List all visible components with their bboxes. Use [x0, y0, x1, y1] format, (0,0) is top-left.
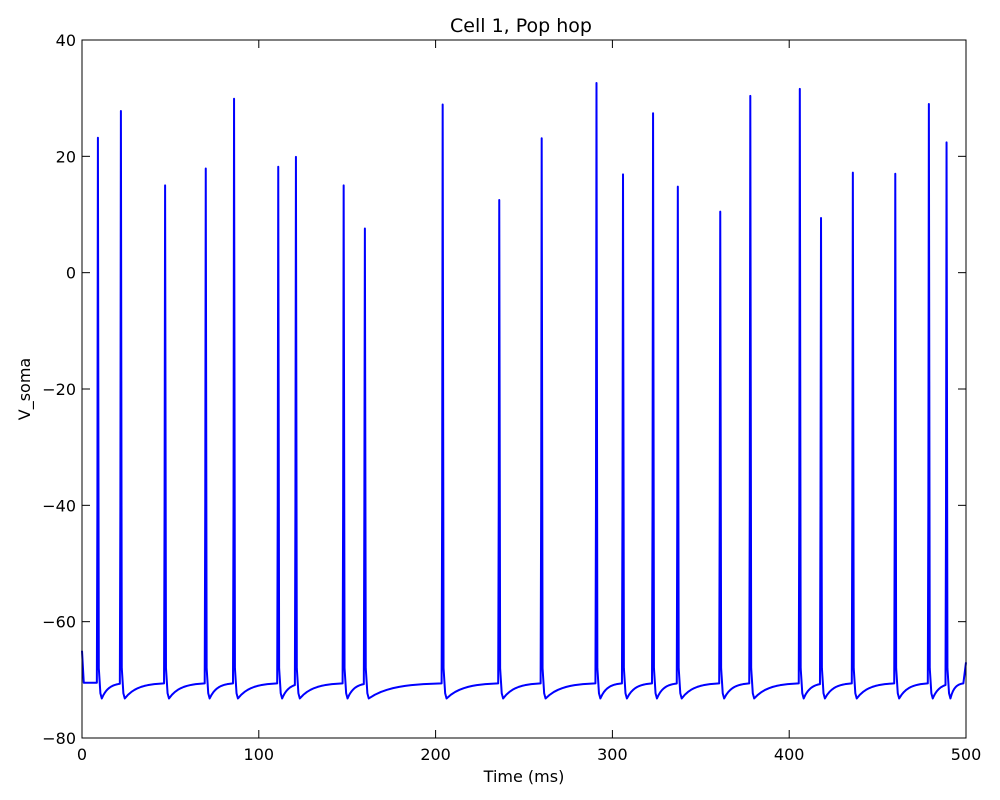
y-tick-label-0: −80 — [42, 729, 76, 748]
x-axis-label: Time (ms) — [483, 767, 565, 786]
x-tick-label-1: 100 — [244, 745, 275, 764]
y-tick-label-4: 0 — [66, 264, 76, 283]
chart-title: Cell 1, Pop hop — [450, 15, 592, 37]
y-tick-label-6: 40 — [56, 31, 76, 50]
y-tick-label-1: −60 — [42, 613, 76, 632]
y-tick-label-3: −20 — [42, 380, 76, 399]
y-tick-label-5: 20 — [56, 147, 76, 166]
trace-layer — [81, 82, 967, 700]
x-tick-label-0: 0 — [77, 745, 87, 764]
voltage-trace-line — [81, 82, 967, 700]
y-tick-label-2: −40 — [42, 496, 76, 515]
y-axis-label: V_soma — [15, 358, 35, 420]
x-tick-label-2: 200 — [420, 745, 451, 764]
x-tick-label-3: 300 — [597, 745, 628, 764]
x-tick-label-5: 500 — [951, 745, 982, 764]
ticks-layer: 0 100 200 300 400 500 −80 −60 −40 −20 0 20 40 — [42, 31, 981, 764]
x-tick-label-4: 400 — [774, 745, 805, 764]
